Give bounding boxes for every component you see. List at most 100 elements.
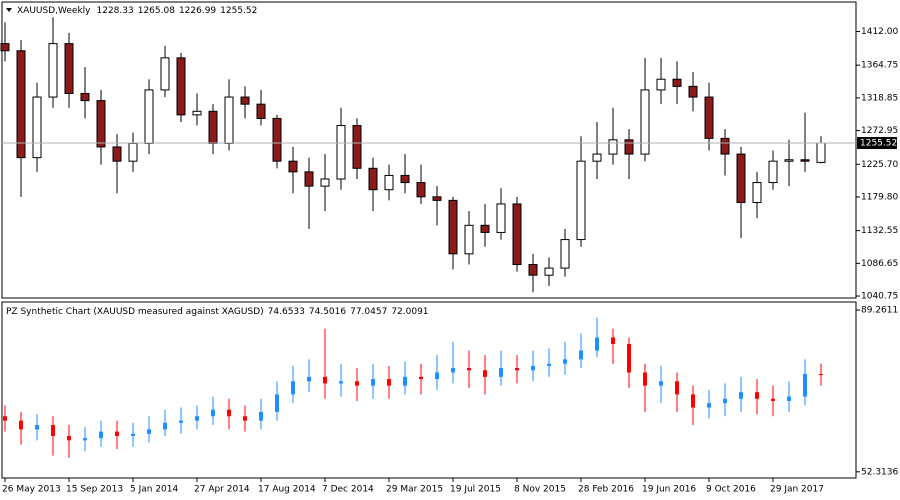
candle-body — [192, 110, 202, 116]
candle-body — [144, 89, 154, 144]
last-low: 1226.99 — [179, 6, 216, 16]
bar-body — [803, 374, 807, 397]
bar-body — [99, 431, 103, 439]
bar-body — [707, 403, 711, 408]
candle-body — [672, 78, 682, 87]
bar-body — [499, 368, 503, 377]
candle-body — [784, 159, 794, 162]
candle-body — [528, 264, 538, 276]
candle-body — [368, 167, 378, 191]
bar-body — [723, 398, 727, 404]
bar-body — [739, 392, 743, 399]
bar-body — [387, 379, 391, 386]
bar-body — [627, 344, 631, 373]
candle-body — [224, 96, 234, 144]
bar-body — [691, 394, 695, 408]
candle-body — [80, 92, 90, 102]
y-tick-label: 1412.00 — [861, 27, 898, 37]
candle-body — [704, 96, 714, 139]
candle-body — [576, 160, 586, 241]
bar-body — [275, 394, 279, 412]
candle-body — [384, 174, 394, 191]
bar-body — [467, 368, 471, 371]
candle-body — [432, 196, 442, 201]
candle-body — [512, 203, 522, 266]
candle-body — [16, 50, 26, 159]
ind-open: 74.6533 — [268, 307, 305, 317]
bar-body — [35, 425, 39, 430]
bar-body — [195, 416, 199, 421]
x-tick-label: 28 Feb 2016 — [578, 485, 634, 495]
candle-body — [736, 153, 746, 204]
candle-body — [128, 142, 138, 162]
y-tick-label: 1364.75 — [861, 61, 898, 71]
candle-body — [800, 159, 810, 162]
bar-body — [771, 398, 775, 401]
candle-body — [768, 160, 778, 184]
bar-body — [547, 363, 551, 366]
y-tick-label: 1225.70 — [861, 160, 898, 170]
bar-body — [323, 376, 327, 384]
candle-body — [400, 174, 410, 184]
candle-body — [688, 85, 698, 98]
x-tick-label: 8 Nov 2015 — [514, 485, 566, 495]
indicator-panel — [1, 301, 857, 479]
menu-arrow[interactable] — [6, 8, 12, 12]
price-header: XAUUSD,Weekly 1228.33 1265.08 1226.99 1255.5… — [17, 6, 257, 16]
bar-body — [19, 420, 23, 430]
candle-body — [336, 125, 346, 180]
candle-body — [464, 224, 474, 255]
bar-body — [595, 337, 599, 351]
x-tick-label: 5 Jan 2014 — [130, 485, 178, 495]
candle-body — [240, 96, 250, 105]
candle-body — [304, 171, 314, 187]
y-tick-label: 1040.75 — [861, 292, 898, 302]
ind-close: 74.5016 — [309, 307, 346, 317]
candle-body — [32, 96, 42, 159]
candle-body — [752, 182, 762, 204]
candle-body — [48, 43, 58, 98]
x-tick-label: 15 Sep 2013 — [66, 485, 123, 495]
y-tick-label: 52.3136 — [861, 467, 898, 477]
candle-body — [480, 224, 490, 233]
bar-body — [819, 374, 823, 376]
ind-high: 77.0457 — [350, 307, 387, 317]
bar-body — [579, 350, 583, 360]
last-open: 1228.33 — [97, 6, 134, 16]
y-tick-label: 1318.85 — [861, 93, 898, 103]
x-tick-label: 19 Jul 2015 — [450, 485, 501, 495]
bar-body — [403, 376, 407, 386]
bar-body — [307, 376, 311, 382]
bar-body — [83, 438, 87, 441]
bar-body — [355, 381, 359, 386]
candle-body — [624, 139, 634, 155]
symbol: XAUUSD,Weekly — [17, 6, 91, 16]
bar-body — [483, 370, 487, 377]
candle-body — [176, 57, 186, 116]
bar-body — [563, 359, 567, 364]
bar-body — [531, 365, 535, 371]
bar-body — [147, 429, 151, 434]
bar-body — [51, 425, 55, 436]
bar-body — [115, 431, 119, 436]
candle-body — [320, 178, 330, 187]
candle-body — [592, 153, 602, 162]
last-close: 1255.52 — [220, 6, 257, 16]
indicator-header: PZ Synthetic Chart (XAUUSD measured agai… — [6, 307, 429, 317]
candle-body — [560, 239, 570, 269]
x-tick-label: 7 Dec 2014 — [322, 485, 374, 495]
bar-body — [659, 381, 663, 386]
x-tick-label: 17 Aug 2014 — [258, 485, 316, 495]
x-tick-label: 9 Oct 2016 — [706, 485, 756, 495]
candle-body — [208, 110, 218, 144]
candle-body — [640, 89, 650, 155]
bar-body — [755, 392, 759, 399]
candle-body — [112, 146, 122, 162]
bar-body — [643, 372, 647, 386]
candle-body — [608, 139, 618, 155]
bar-body — [675, 381, 679, 395]
ind-low: 72.0091 — [391, 307, 428, 317]
candle-body — [352, 125, 362, 169]
candle-body — [288, 160, 298, 173]
